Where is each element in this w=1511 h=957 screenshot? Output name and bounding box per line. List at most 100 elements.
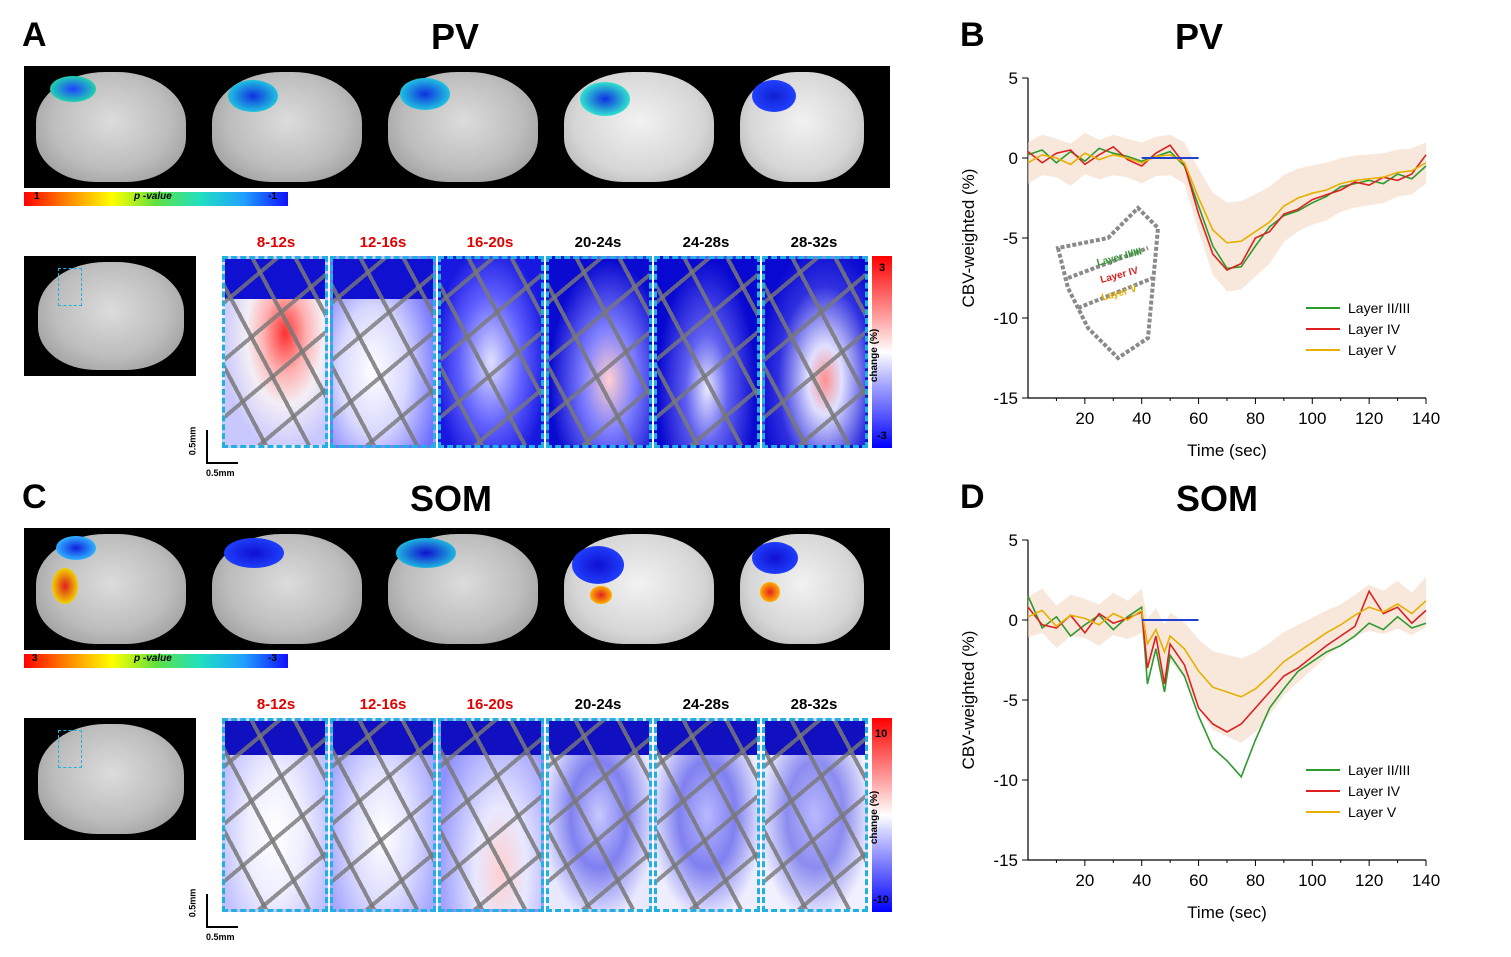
x-tick-label: 80	[1246, 409, 1265, 428]
panel-letter-b: B	[960, 16, 985, 54]
x-tick-label: 40	[1132, 409, 1151, 428]
x-tick-label: 100	[1298, 871, 1326, 890]
som-scalebar-vertical: 0.5mm	[187, 888, 198, 918]
som-change-min: -10	[873, 894, 889, 906]
pv-scalebar-vertical: 0.5mm	[187, 426, 198, 456]
x-tick-label: 140	[1412, 409, 1440, 428]
som-map-4	[546, 718, 652, 912]
som-time-label-1: 8-12s	[256, 696, 296, 713]
activation-blob	[580, 82, 630, 116]
som-map-3	[438, 718, 544, 912]
som-time-label-6: 28-32s	[790, 696, 838, 713]
series-line-3	[1027, 600, 1427, 698]
pv-map-6	[762, 256, 868, 448]
activation-blob	[50, 76, 96, 102]
panel-title-b: PV	[1174, 16, 1224, 57]
activation-blob	[590, 586, 612, 604]
legend-label-2: Layer IV	[1348, 783, 1401, 799]
som-change-label: change (%)	[869, 790, 881, 845]
pv-map-3	[438, 256, 544, 448]
pv-map-4	[546, 256, 652, 448]
x-tick-label: 120	[1355, 871, 1383, 890]
activation-blob	[52, 568, 78, 604]
som-scalebar	[206, 894, 238, 928]
inset-boundary	[1067, 246, 1154, 310]
pv-time-label-6: 28-32s	[790, 234, 838, 251]
activation-blob	[752, 542, 798, 574]
y-axis-label: CBV-weighted (%)	[959, 631, 978, 770]
legend-label-3: Layer V	[1348, 342, 1397, 358]
pv-colorbar-max: -1	[268, 191, 277, 202]
activation-blob	[400, 78, 450, 110]
legend-label-2: Layer IV	[1348, 321, 1401, 337]
som-cbv-chart: 5 0 -5 -10 -15 20 40 60 80 100 120 140 Time (sec) CBV…	[959, 531, 1440, 922]
panel-title-d: SOM	[1175, 478, 1258, 519]
reference-slice	[38, 724, 184, 834]
x-tick-label: 140	[1412, 871, 1440, 890]
pv-time-label-1: 8-12s	[256, 234, 296, 251]
y-tick-label: 5	[1009, 531, 1018, 550]
pv-colorbar-min: 1	[34, 191, 40, 202]
pv-change-min: -3	[877, 430, 887, 442]
pv-map-2	[330, 256, 436, 448]
pv-brain-strip	[24, 66, 890, 188]
inset-label-2: Layer IV	[1099, 265, 1140, 286]
y-axis-label: CBV-weighted (%)	[959, 169, 978, 308]
legend-label-1: Layer II/III	[1348, 762, 1410, 778]
activation-blob	[396, 538, 456, 568]
y-tick-label: 0	[1009, 611, 1018, 630]
pv-change-max: 3	[879, 262, 886, 274]
inset-outline	[1055, 205, 1161, 361]
y-tick-label: -15	[993, 389, 1018, 408]
y-tick-label: -5	[1003, 229, 1018, 248]
pv-reference-brain	[24, 256, 196, 376]
pv-map-5	[654, 256, 760, 448]
pv-time-label-2: 12-16s	[359, 234, 407, 251]
y-tick-label: -10	[993, 309, 1018, 328]
panel-letter-d: D	[960, 478, 985, 516]
pv-scalebar	[206, 430, 238, 464]
panel-title-a: PV	[430, 16, 480, 57]
legend-label-3: Layer V	[1348, 804, 1397, 820]
som-colorbar-max: -3	[268, 653, 277, 664]
som-map-5	[654, 718, 760, 912]
roi-box	[58, 730, 82, 768]
y-tick-label: 0	[1009, 149, 1018, 168]
activation-blob	[228, 80, 278, 112]
activation-blob	[56, 536, 96, 560]
error-band	[1028, 132, 1426, 292]
som-brain-strip	[24, 528, 890, 650]
roi-box	[58, 268, 82, 306]
pv-time-label-4: 20-24s	[574, 234, 622, 251]
reference-slice	[38, 262, 184, 370]
activation-blob	[760, 582, 780, 602]
x-tick-label: 20	[1075, 409, 1094, 428]
pv-pvalue-colorbar: 1 p -value -1	[24, 191, 288, 206]
x-tick-label: 60	[1189, 409, 1208, 428]
som-time-label-5: 24-28s	[682, 696, 730, 713]
series-line-2	[1027, 589, 1427, 733]
activation-blob	[224, 538, 284, 568]
som-time-label-2: 12-16s	[359, 696, 407, 713]
pv-time-label-3: 16-20s	[466, 234, 514, 251]
som-map-2	[330, 718, 436, 912]
panel-letter-c: C	[22, 478, 47, 516]
pv-time-label-5: 24-28s	[682, 234, 730, 251]
som-colorbar-label: p -value	[134, 653, 172, 664]
som-time-label-4: 20-24s	[574, 696, 622, 713]
y-tick-label: -15	[993, 851, 1018, 870]
panel-title-c: SOM	[409, 478, 492, 519]
x-tick-label: 40	[1132, 871, 1151, 890]
x-tick-label: 60	[1189, 871, 1208, 890]
pv-scalebar-horizontal: 0.5mm	[206, 468, 235, 478]
x-tick-label: 100	[1298, 409, 1326, 428]
som-change-max: 10	[875, 728, 888, 740]
y-tick-label: -5	[1003, 691, 1018, 710]
som-reference-brain	[24, 718, 196, 840]
som-map-1	[222, 718, 328, 912]
x-axis-label: Time (sec)	[1187, 441, 1267, 460]
error-band	[1028, 576, 1426, 743]
legend-label-1: Layer II/III	[1348, 300, 1410, 316]
pv-cbv-chart: 5 0 -5 -10 -15 20 40 60 80 100 120 140 Time (sec) CBV…	[959, 69, 1440, 460]
